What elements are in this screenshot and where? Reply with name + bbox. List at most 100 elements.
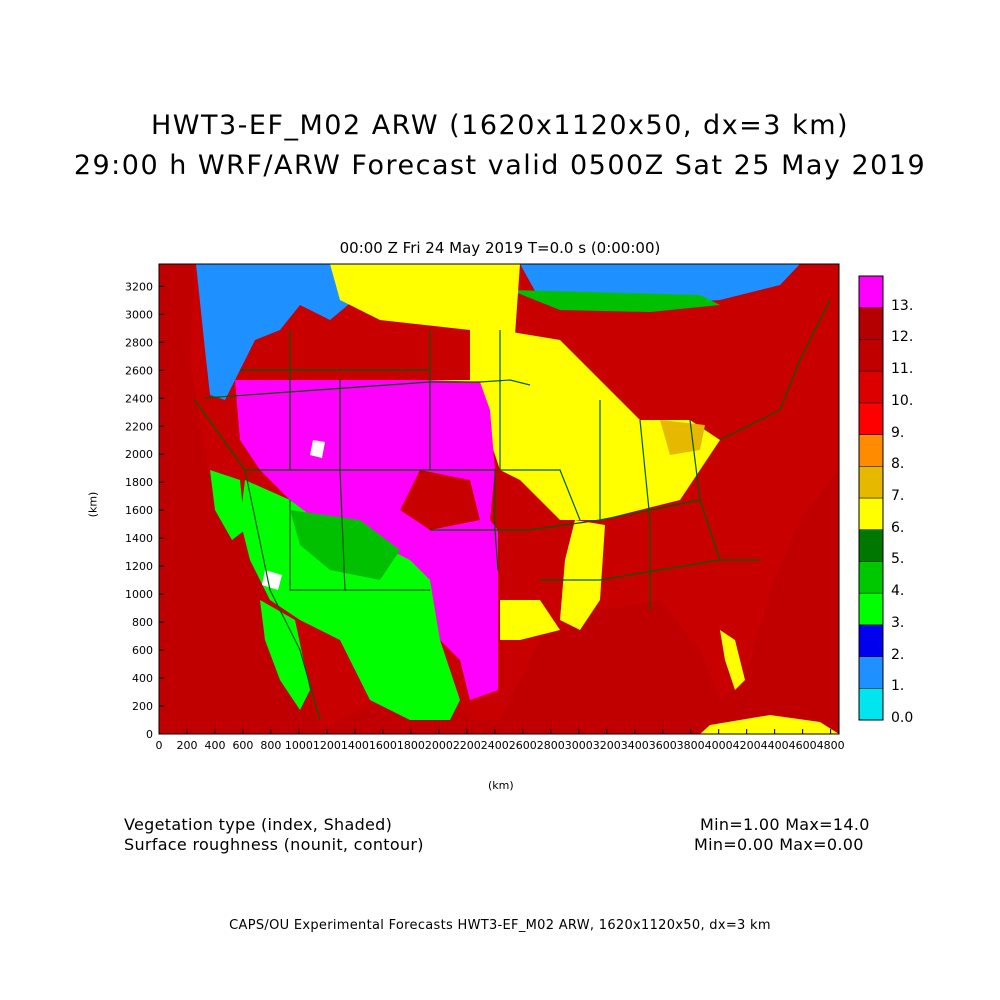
gulf-coast-cropland [500,600,560,640]
y-tick-label: 1400 [125,532,153,545]
y-tick-label: 2000 [125,448,153,461]
colorbar-label: 9. [891,424,905,441]
field-2-range: Min=0.00 Max=0.00 [694,835,864,854]
plot-frame [158,263,840,735]
great-plains-grassland [235,380,498,700]
x-tick-label: 4600 [789,739,817,752]
colorbar-swatch [858,656,884,689]
field-1-label: Vegetation type (index, Shaded) [124,815,393,834]
x-tick-label: 0 [156,739,163,752]
caribbean-cropland [700,715,839,734]
title-line-1: HWT3-EF_M02 ARW (1620x1120x50, dx=3 km) [150,110,850,141]
florida-cropland [720,630,745,690]
plains-woodland-patch [400,470,480,530]
x-tick-label: 2600 [509,739,537,752]
y-tick-label: 2400 [125,392,153,405]
x-tick-label: 2200 [453,739,481,752]
colorbar-label: 5. [891,551,905,568]
mexico-shrubland [260,600,310,710]
y-tick-label: 1600 [125,504,153,517]
colorbar-label: 11. [891,361,914,378]
y-tick-label: 1000 [125,588,153,601]
mississippi-valley-cropland [560,520,605,630]
y-tick-label: 0 [146,728,153,741]
x-tick-label: 800 [260,739,281,752]
title-line-2: 29:00 h WRF/ARW Forecast valid 0500Z Sat… [73,150,927,181]
colorbar-label: 13. [891,297,914,314]
colorbar-swatch [858,688,884,721]
x-tick-label: 3200 [593,739,621,752]
colorbar-swatch [858,466,884,499]
colorbar-label: 6. [891,519,905,536]
colorbar-swatch [858,529,884,562]
colorbar [858,275,884,721]
colorbar-label: 12. [891,329,914,346]
x-tick-label: 2800 [537,739,565,752]
colorbar-label: 1. [891,678,905,695]
x-tick-label: 200 [176,739,197,752]
footer-credit: CAPS/OU Experimental Forecasts HWT3-EF_M… [229,918,771,933]
boreal-forest-region [196,264,520,400]
colorbar-label: 7. [891,488,905,504]
state-borders [194,299,831,721]
x-tick-label: 1000 [285,739,313,752]
map-field [159,264,839,734]
x-tick-label: 1600 [369,739,397,752]
y-tick-label: 2800 [125,336,153,349]
colorbar-swatch [858,592,884,626]
colorbar-swatch [858,434,884,467]
x-axis-label: (km) [488,779,514,792]
colorbar-swatch [858,370,884,404]
y-axis-ticks: 0 200 400 600 800 1000 1200 1400 1600 1800 2000 220… [125,280,164,741]
x-tick-label: 600 [232,739,253,752]
colorbar-swatch [858,275,884,308]
y-tick-label: 3200 [125,280,153,293]
x-tick-label: 3800 [677,739,705,752]
colorbar-label: 2. [891,646,905,663]
x-tick-label: 4400 [761,739,789,752]
x-tick-label: 3400 [621,739,649,752]
colorbar-swatch [858,339,884,372]
y-tick-label: 600 [132,644,153,657]
colorbar-label: 0.0 [891,710,914,726]
y-tick-label: 200 [132,700,153,713]
plot-subtitle: 00:00 Z Fri 24 May 2019 T=0.0 s (0:00:00… [339,239,661,257]
southwest-shrubland [240,480,460,720]
x-tick-label: 3600 [649,739,677,752]
x-tick-label: 4200 [733,739,761,752]
field-2-label: Surface roughness (nounit, contour) [124,835,424,854]
southwest-grassland [290,510,400,580]
colorbar-label: 8. [891,456,905,473]
x-tick-label: 400 [204,739,225,752]
x-tick-label: 1200 [313,739,341,752]
snow-patch [310,440,325,458]
y-tick-label: 1200 [125,560,153,573]
y-tick-label: 3000 [125,308,153,321]
colorbar-frame [858,275,884,721]
x-tick-label: 2400 [481,739,509,752]
colorbar-swatch [858,307,884,340]
y-axis-label: (km) [86,491,100,518]
y-tick-label: 1800 [125,476,153,489]
y-tick-label: 2600 [125,364,153,377]
x-tick-label: 2000 [425,739,453,752]
y-tick-label: 800 [132,616,153,629]
colorbar-swatch [858,497,884,530]
midwest-cropland [490,330,720,520]
y-tick-label: 400 [132,672,153,685]
colorbar-label: 4. [891,583,905,600]
west-coast-green [210,470,245,540]
colorbar-label: 3. [891,614,905,631]
north-green-band [510,290,720,312]
colorbar-swatch [858,624,884,657]
x-tick-label: 1400 [341,739,369,752]
colorbar-swatch [858,402,884,435]
x-tick-label: 1800 [397,739,425,752]
colorbar-label: 10. [891,392,914,409]
x-tick-label: 4800 [817,739,845,752]
field-1-range: Min=1.00 Max=14.0 [700,815,870,834]
x-tick-label: 4000 [705,739,733,752]
y-tick-label: 2200 [125,420,153,433]
colorbar-swatch [858,561,884,594]
